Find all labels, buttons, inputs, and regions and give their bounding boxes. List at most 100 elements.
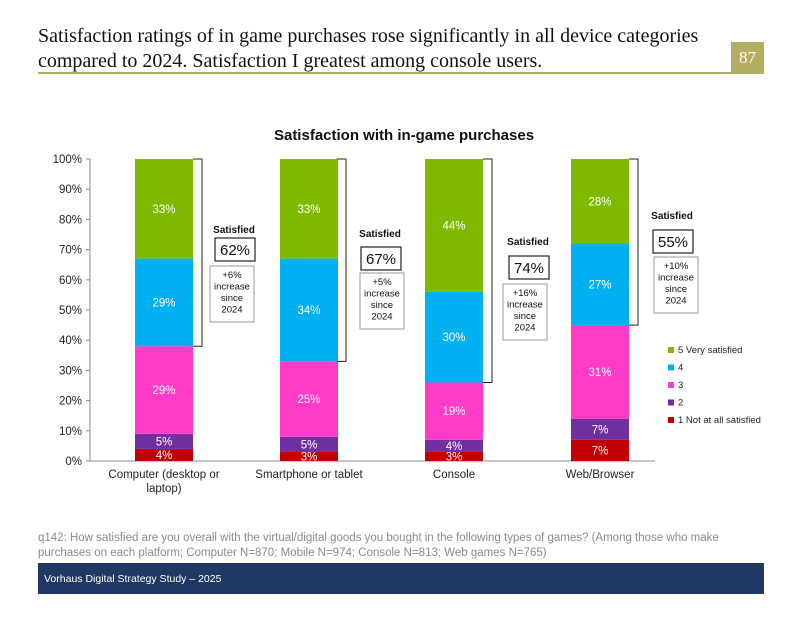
bar-segment	[280, 361, 338, 437]
bar-segment	[280, 159, 338, 259]
survey-question-note: q142: How satisfied are you overall with…	[38, 532, 719, 559]
x-category-label: laptop)	[146, 483, 181, 495]
bar-segment	[280, 258, 338, 362]
y-tick-label: 10%	[59, 426, 82, 438]
change-text: +5%	[372, 277, 392, 288]
satisfied-value-box	[214, 237, 256, 262]
data-label: 33%	[297, 204, 320, 216]
change-box	[653, 256, 699, 314]
bar-segment	[571, 439, 629, 461]
legend-label: 1 Not at all satisfied	[678, 415, 761, 426]
data-label: 30%	[442, 332, 465, 344]
legend-swatch	[668, 364, 674, 371]
satisfied-label: Satisfied	[507, 237, 549, 248]
change-box	[359, 272, 405, 330]
change-text: since	[665, 284, 687, 295]
bar-segment	[425, 159, 483, 292]
data-label: 4%	[156, 450, 173, 462]
change-text: increase	[214, 282, 250, 293]
satisfied-bracket	[337, 158, 347, 362]
data-label: 31%	[588, 367, 611, 379]
bar-segment	[280, 436, 338, 452]
data-label: 7%	[592, 445, 609, 457]
data-label: 7%	[592, 424, 609, 436]
y-tick-label: 60%	[59, 275, 82, 287]
change-text: increase	[658, 273, 694, 284]
change-text: since	[221, 293, 243, 304]
satisfied-value: 67%	[366, 251, 396, 268]
satisfied-value-box	[652, 229, 694, 254]
data-label: 5%	[301, 439, 318, 451]
bar-segment	[135, 433, 193, 449]
bar-segment	[571, 418, 629, 440]
bar-segment	[425, 382, 483, 440]
change-box	[209, 265, 255, 323]
data-label: 33%	[152, 204, 175, 216]
satisfied-bracket	[629, 158, 639, 326]
footer-text: Vorhaus Digital Strategy Study – 2025	[44, 572, 222, 585]
slide-headline: Satisfaction ratings of in game purchase…	[38, 25, 699, 72]
bar-segment	[135, 159, 193, 259]
x-category-label: Console	[433, 469, 475, 481]
y-tick-label: 100%	[53, 154, 82, 166]
change-text: since	[371, 300, 393, 311]
stacked-bar-chart: Satisfaction with in-game purchases 0% 10%…	[53, 127, 761, 495]
data-label: 25%	[297, 394, 320, 406]
y-tick-label: 80%	[59, 214, 82, 226]
satisfied-label: Satisfied	[359, 229, 401, 240]
data-label: 3%	[446, 451, 463, 463]
title-rule	[38, 72, 764, 74]
y-tick-label: 40%	[59, 335, 82, 347]
data-label: 27%	[588, 279, 611, 291]
bar-segment	[571, 243, 629, 326]
legend-label: 3	[678, 380, 683, 391]
change-text: 2024	[371, 312, 392, 323]
data-label: 34%	[297, 305, 320, 317]
data-label: 3%	[301, 451, 318, 463]
satisfied-value: 62%	[220, 242, 250, 259]
change-text: +10%	[664, 261, 689, 272]
data-label: 28%	[588, 196, 611, 208]
bar-segment	[280, 451, 338, 461]
x-category-label: Smartphone or tablet	[255, 469, 363, 481]
legend-label: 4	[678, 363, 683, 374]
legend-label: 2	[678, 398, 683, 409]
data-label: 5%	[156, 436, 173, 448]
y-tick-label: 90%	[59, 184, 82, 196]
bar-segment	[571, 159, 629, 244]
change-text: 2024	[514, 323, 535, 334]
page-number: 87	[731, 42, 764, 73]
y-tick-label: 70%	[59, 245, 82, 257]
chart-title: Satisfaction with in-game purchases	[274, 127, 534, 144]
bar-segment	[135, 448, 193, 461]
y-tick-label: 20%	[59, 396, 82, 408]
satisfied-value: 55%	[658, 234, 688, 251]
change-text: 2024	[221, 305, 242, 316]
satisfied-value: 74%	[514, 260, 544, 277]
legend-swatch	[668, 382, 674, 388]
bar-segment	[135, 258, 193, 347]
x-category-label: Web/Browser	[566, 469, 635, 481]
legend-swatch	[668, 399, 674, 406]
legend-label: 5 Very satisfied	[678, 345, 742, 356]
change-text: +6%	[222, 270, 242, 281]
bar-segment	[425, 291, 483, 383]
y-tick-label: 0%	[65, 456, 82, 468]
legend-swatch	[668, 417, 674, 423]
satisfied-value-box	[360, 246, 402, 271]
satisfied-bracket	[483, 158, 493, 383]
data-label: 19%	[442, 406, 465, 418]
change-text: +16%	[513, 288, 538, 299]
y-tick-label: 30%	[59, 365, 82, 377]
satisfied-value-box	[508, 255, 550, 280]
bar-segment	[425, 451, 483, 461]
x-category-label: Computer (desktop or	[108, 469, 219, 481]
change-box	[502, 283, 548, 341]
change-text: since	[514, 311, 536, 322]
footer-bar: Vorhaus Digital Strategy Study – 2025	[38, 563, 764, 594]
data-label: 29%	[152, 297, 175, 309]
data-label: 29%	[152, 385, 175, 397]
satisfied-label: Satisfied	[651, 211, 693, 222]
bar-segment	[135, 346, 193, 434]
legend-swatch	[668, 347, 674, 353]
